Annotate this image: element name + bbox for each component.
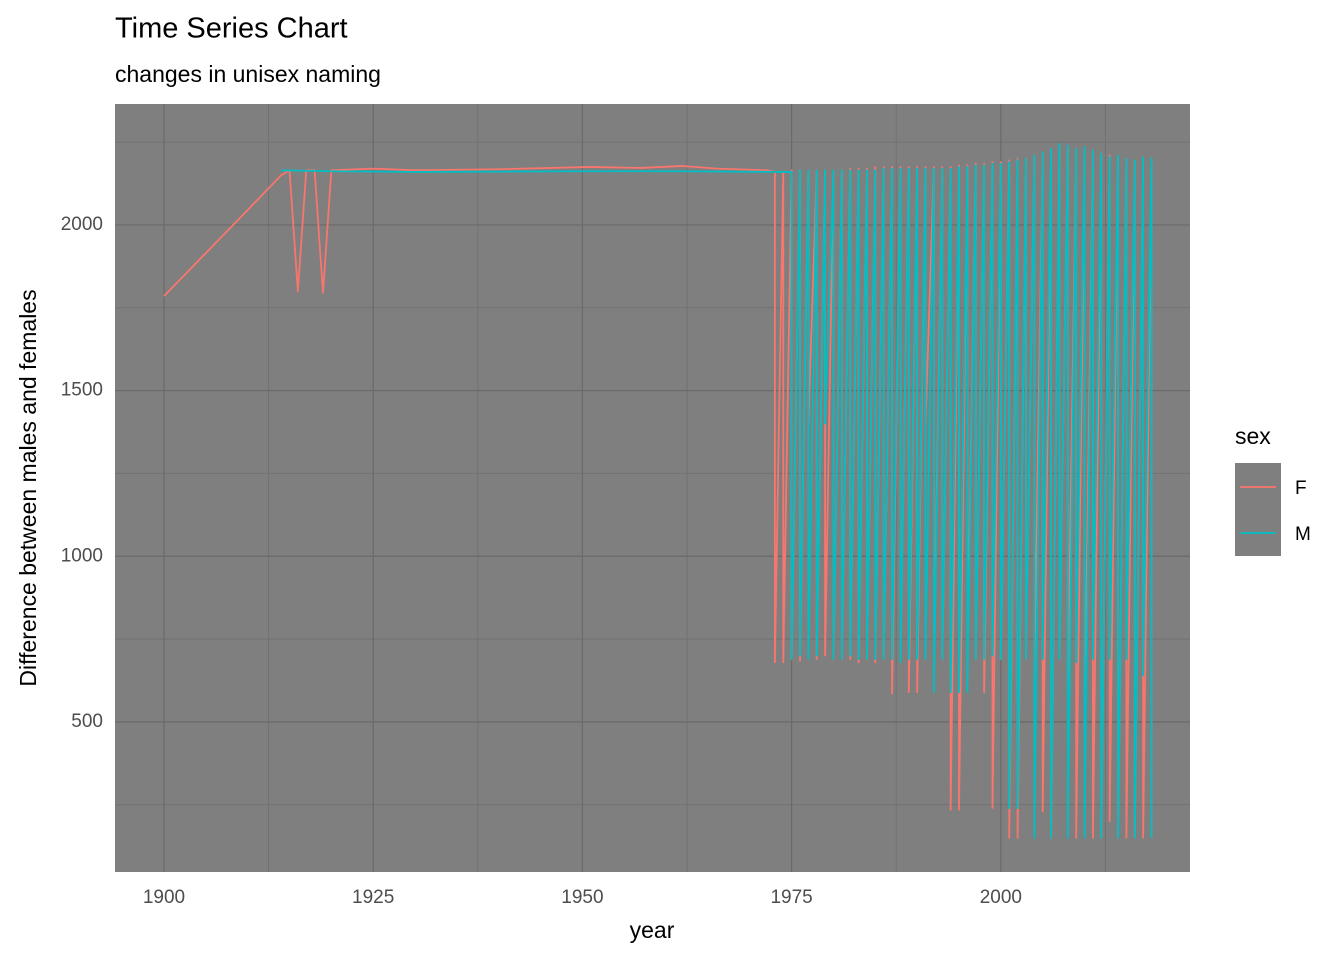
x-tick-label: 1925 xyxy=(352,887,394,908)
y-axis-label: Difference between males and females xyxy=(15,289,41,686)
x-tick-label: 1900 xyxy=(143,887,185,908)
series-line xyxy=(281,142,1153,839)
legend-key-background xyxy=(1235,463,1281,556)
x-axis-label: year xyxy=(630,917,675,943)
y-tick-label: 1500 xyxy=(61,380,103,401)
legend-title: sex xyxy=(1235,423,1271,449)
x-tick-label: 1950 xyxy=(561,887,603,908)
legend-label: F xyxy=(1295,478,1307,499)
x-tick-label: 2000 xyxy=(980,887,1022,908)
y-tick-label: 500 xyxy=(71,711,103,732)
legend-label: M xyxy=(1295,524,1311,545)
chart-title: Time Series Chart xyxy=(115,13,348,45)
lines xyxy=(163,142,1153,839)
x-tick-label: 1975 xyxy=(770,887,812,908)
chart-subtitle: changes in unisex naming xyxy=(115,61,381,87)
legend: FM xyxy=(1235,463,1311,556)
y-tick-label: 1000 xyxy=(61,545,103,566)
y-tick-label: 2000 xyxy=(61,214,103,235)
